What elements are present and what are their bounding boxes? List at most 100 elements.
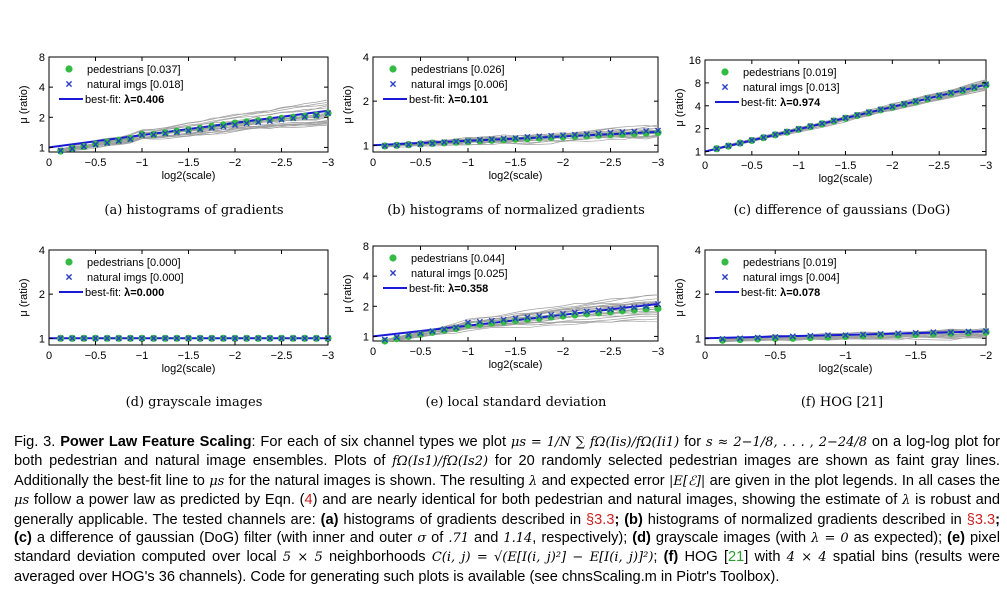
x-tick-label: −2 xyxy=(980,350,993,362)
pedestrian-marker xyxy=(771,334,779,342)
natural-marker xyxy=(818,120,826,127)
pedestrian-marker xyxy=(964,329,973,337)
x-tick-label: 0 xyxy=(702,350,708,362)
pedestrian-marker xyxy=(595,131,603,139)
caption-text: (DoG) filter (with inner and outer xyxy=(199,530,418,547)
natural-marker xyxy=(536,312,543,320)
eqn-ref-link[interactable]: 4 xyxy=(304,492,313,509)
y-tick-label: 4 xyxy=(695,245,701,257)
pedestrian-marker xyxy=(806,334,814,342)
math-ratio: fΩ(Is1)/fΩ(Is2) xyxy=(392,454,489,470)
pedestrian-marker xyxy=(859,332,867,340)
caption-text: : For each of six channel types we plot xyxy=(251,434,511,450)
caption-label-d: (d) xyxy=(632,530,651,547)
natural-marker xyxy=(381,336,388,343)
x-tick-label: −2 xyxy=(557,346,570,358)
y-tick-label: 2 xyxy=(695,289,701,301)
natural-marker xyxy=(583,131,590,138)
natural-marker xyxy=(500,316,507,323)
natural-marker xyxy=(301,113,308,120)
natural-marker xyxy=(912,329,919,336)
legend-label: best-fit: λ=0.974 xyxy=(741,97,821,109)
pedestrian-marker xyxy=(393,335,401,343)
legend-label: natural imgs [0.000] xyxy=(87,272,184,284)
x-tick-label: −3 xyxy=(322,350,335,362)
pedestrian-marker xyxy=(894,331,902,339)
natural-marker xyxy=(324,110,332,117)
natural-marker xyxy=(405,332,412,339)
natural-marker xyxy=(138,131,146,139)
pedestrian-marker xyxy=(523,135,531,143)
natural-marker xyxy=(912,97,919,105)
x-tick-label: −3 xyxy=(980,160,993,172)
natural-marker xyxy=(583,308,590,315)
natural-marker xyxy=(405,141,412,148)
subcaption-b: (b) histograms of normalized gradients xyxy=(387,203,645,218)
legend-label: natural imgs [0.006] xyxy=(411,79,508,91)
legend-label: natural imgs [0.013] xyxy=(743,82,840,94)
legend-label: pedestrians [0.019] xyxy=(743,67,837,79)
x-tick-label: −0.5 xyxy=(410,157,432,169)
caption-label-f: (f) xyxy=(663,549,679,566)
caption-text: and expected xyxy=(537,472,630,489)
caption-text: histograms of normalized gradients descr… xyxy=(642,511,967,528)
x-tick-label: −0.5 xyxy=(85,350,107,362)
natural-marker xyxy=(290,115,297,122)
natural-marker xyxy=(619,305,626,312)
hog-ref-link[interactable]: 21 xyxy=(728,549,745,566)
legend-marker-natural xyxy=(389,269,397,277)
legend-lambda: λ=0.974 xyxy=(780,97,821,109)
legend-label: natural imgs [0.004] xyxy=(743,272,840,284)
sec-ref-link[interactable]: §3.3 xyxy=(586,511,615,528)
pedestrian-marker xyxy=(511,316,520,325)
natural-marker xyxy=(220,123,227,130)
natural-marker xyxy=(719,335,726,343)
y-tick-label: 2 xyxy=(363,301,369,313)
x-tick-label: −2.5 xyxy=(271,157,293,169)
natural-marker xyxy=(842,114,849,121)
natural-marker xyxy=(476,318,483,325)
y-tick-label: 8 xyxy=(695,78,701,90)
gray-line xyxy=(722,334,987,341)
pedestrian-marker xyxy=(877,331,885,339)
natural-marker xyxy=(393,142,400,149)
pedestrian-marker xyxy=(947,329,955,337)
natural-marker xyxy=(104,139,111,146)
math-sigma: σ xyxy=(417,531,427,547)
x-tick-label: 0 xyxy=(46,350,52,362)
fig-label: Fig. 3. xyxy=(14,434,56,450)
pedestrian-marker xyxy=(416,330,425,338)
caption-text: ) and are nearly identical xyxy=(312,492,476,509)
legend-marker-pedestrians xyxy=(65,258,73,266)
caption-text: follow a power law as predicted by Eqn. … xyxy=(29,492,305,509)
pedestrian-marker xyxy=(277,114,286,122)
caption-text: error xyxy=(633,472,669,489)
x-tick-label: −2.5 xyxy=(600,346,622,358)
y-tick-label: 4 xyxy=(363,52,369,64)
natural-marker xyxy=(150,335,157,342)
math-cij: C(i, j) = √(E[I(i, j)²] − E[I(i, j)]²) xyxy=(431,550,654,566)
math-s-range: s ≈ 2−1/8, . . . , 2−24/8 xyxy=(705,435,868,450)
pedestrian-marker xyxy=(452,324,460,333)
pedestrian-marker xyxy=(266,115,274,124)
legend-lambda: λ=0.000 xyxy=(124,287,164,299)
natural-marker xyxy=(393,334,400,341)
caption-text: and xyxy=(469,530,504,547)
caption-text: of xyxy=(426,530,449,547)
pedestrian-marker xyxy=(654,129,662,137)
pedestrian-marker xyxy=(254,117,262,125)
natural-marker xyxy=(57,335,64,342)
natural-marker xyxy=(842,332,849,339)
x-tick-label: −2 xyxy=(886,160,899,172)
y-tick-label: 4 xyxy=(363,271,369,283)
x-tick-label: −1.5 xyxy=(905,350,927,362)
x-tick-label: 0 xyxy=(46,157,52,169)
pedestrian-marker xyxy=(583,132,591,140)
natural-marker xyxy=(965,328,972,335)
natural-marker xyxy=(548,132,555,139)
sec-ref-link-2[interactable]: §3.3 xyxy=(966,511,996,528)
math-5x5: 5 × 5 xyxy=(282,550,323,566)
natural-marker xyxy=(619,129,626,136)
natural-marker xyxy=(631,128,638,135)
x-tick-label: −1 xyxy=(136,350,149,362)
